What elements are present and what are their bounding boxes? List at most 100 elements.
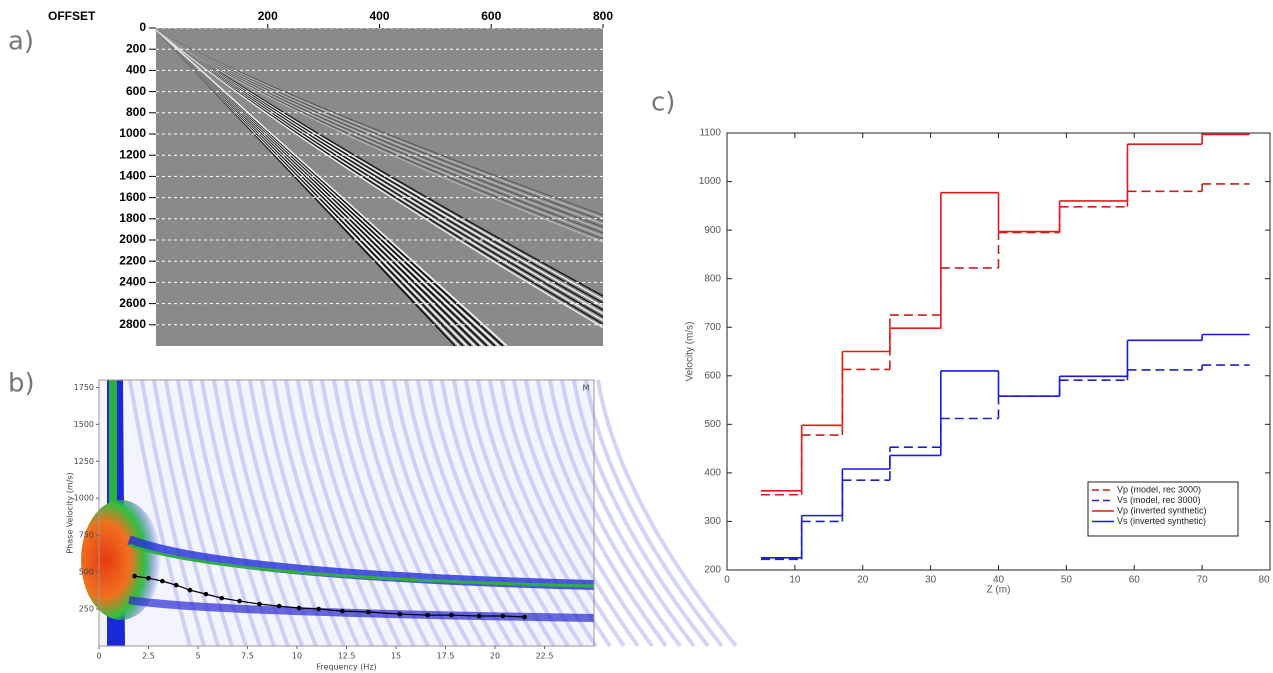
x-tick-label: 400 xyxy=(369,9,389,23)
y-axis-label: Phase Velocity (m/s) xyxy=(66,472,75,553)
y-tick-label: 1000 xyxy=(74,494,94,503)
x-tick-label: 17.5 xyxy=(437,652,455,661)
dispersion-image xyxy=(81,379,738,648)
y-tick-label: 400 xyxy=(126,63,146,77)
pick-point xyxy=(316,606,322,612)
y-tick-label: 2400 xyxy=(119,275,146,289)
streak xyxy=(440,379,556,648)
y-tick-label: 600 xyxy=(704,370,721,381)
legend-label: Vp (model, rec 3000) xyxy=(1117,484,1201,494)
y-tick-label: 400 xyxy=(704,468,721,479)
legend-label: Vs (inverted synthetic) xyxy=(1117,516,1206,526)
streak xyxy=(296,379,388,647)
mode xyxy=(127,535,595,590)
y-tick-label: 1800 xyxy=(119,211,146,225)
streak xyxy=(392,379,500,647)
y-tick-label: 800 xyxy=(126,105,146,119)
y-tick-label: 1750 xyxy=(74,383,94,392)
pick-point xyxy=(425,612,430,618)
y-tick-label: 1400 xyxy=(119,169,146,183)
pick-point xyxy=(365,609,371,615)
event xyxy=(155,29,508,347)
y-tick-label: 2200 xyxy=(119,253,146,267)
x-tick-label: 40 xyxy=(993,575,1005,586)
x-axis-label: OFFSET xyxy=(48,9,96,23)
y-tick-label: 0 xyxy=(139,20,146,34)
streak xyxy=(404,379,514,648)
x-tick-label: 15 xyxy=(391,652,401,661)
pick-point xyxy=(146,575,151,581)
y-tick-label: 1500 xyxy=(74,420,94,429)
streak xyxy=(572,379,710,648)
x-tick-label: 20 xyxy=(490,652,500,661)
pick-point xyxy=(187,587,193,593)
mode xyxy=(128,543,595,588)
streak xyxy=(332,379,430,647)
streak xyxy=(536,379,668,648)
x-tick-label: 10 xyxy=(292,652,302,661)
y-tick-label: 600 xyxy=(126,84,146,98)
x-tick-label: 80 xyxy=(1258,575,1270,586)
streak xyxy=(416,379,528,648)
pick-point xyxy=(476,613,482,619)
y-tick-label: 1100 xyxy=(699,128,721,139)
legend-label: Vs (model, rec 3000) xyxy=(1117,495,1201,505)
streak xyxy=(596,379,738,648)
x-tick-label: 0 xyxy=(724,575,730,586)
streak xyxy=(584,379,724,648)
y-tick-label: 300 xyxy=(704,516,721,527)
x-tick-label: 800 xyxy=(593,9,613,23)
pick-point xyxy=(237,598,242,604)
streak xyxy=(524,379,654,648)
y-tick-label: 1000 xyxy=(119,126,146,140)
x-tick-label: 7.5 xyxy=(241,652,254,661)
pick-point xyxy=(173,582,179,588)
streak xyxy=(308,379,402,647)
streak xyxy=(344,379,444,647)
y-tick-label: 700 xyxy=(704,322,721,333)
x-tick-label: 50 xyxy=(1061,575,1073,586)
pick-point xyxy=(203,591,209,597)
streak xyxy=(320,379,416,647)
streak xyxy=(428,379,542,648)
pick-point xyxy=(397,611,403,617)
pick-point xyxy=(276,603,282,609)
pick-line xyxy=(134,575,525,618)
x-tick-label: 10 xyxy=(789,575,801,586)
x-tick-label: 2.5 xyxy=(142,652,155,661)
x-tick-label: 12.5 xyxy=(338,652,356,661)
streak xyxy=(560,379,696,648)
y-tick-label: 750 xyxy=(79,531,94,540)
y-tick-label: 800 xyxy=(704,273,721,284)
y-tick-label: 250 xyxy=(79,605,94,614)
pick-point xyxy=(449,612,454,618)
x-tick-label: 0 xyxy=(96,652,101,661)
panel-label: a) xyxy=(8,27,34,57)
y-tick-label: 2800 xyxy=(119,317,146,331)
streak xyxy=(500,379,626,648)
y-tick-label: 200 xyxy=(126,41,146,55)
y-tick-label: 1000 xyxy=(699,176,722,187)
x-axis-label: Frequency (Hz) xyxy=(316,663,376,672)
x-tick-label: 600 xyxy=(481,9,501,23)
streak xyxy=(512,379,640,648)
panel-label: c) xyxy=(651,88,675,118)
x-tick-label: 5 xyxy=(195,652,200,661)
event xyxy=(155,29,604,329)
x-axis-label: Z (m) xyxy=(987,585,1011,596)
y-axis-label: Velocity (m/s) xyxy=(685,321,696,381)
x-tick-label: 30 xyxy=(925,575,937,586)
panel-label: b) xyxy=(8,369,35,399)
energy xyxy=(81,500,161,620)
event xyxy=(155,29,604,243)
streak xyxy=(356,379,458,647)
x-tick-label: 22.5 xyxy=(536,652,554,661)
streak xyxy=(476,379,598,648)
y-tick-label: 500 xyxy=(79,568,94,577)
pick-point xyxy=(257,601,262,607)
pick-point xyxy=(219,595,225,601)
pick-point xyxy=(500,613,506,619)
streak xyxy=(368,379,472,647)
pick-point xyxy=(522,614,527,620)
